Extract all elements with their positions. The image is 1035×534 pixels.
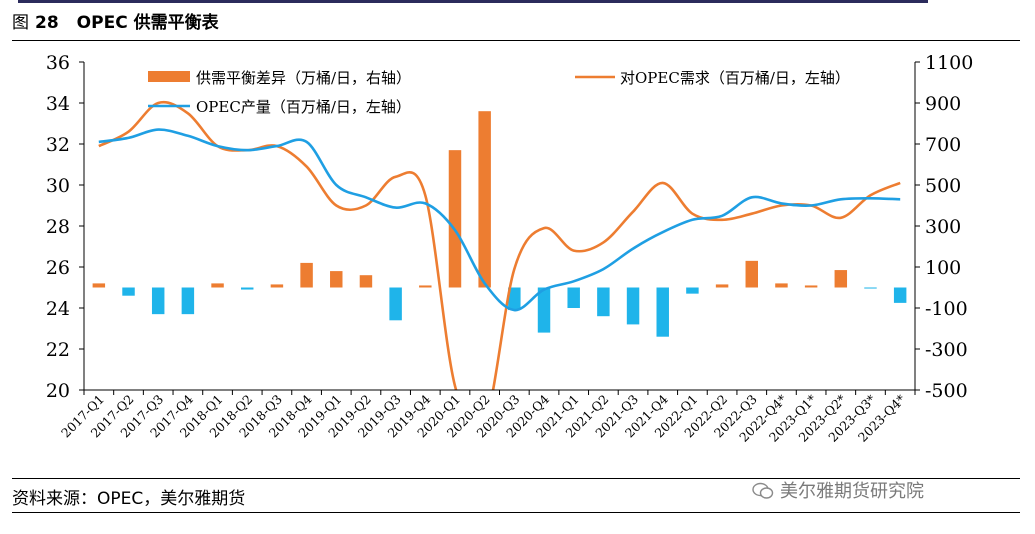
top-rule xyxy=(18,0,928,3)
chart: 36 34 32 30 28 26 24 22 20 1100 900 700 500 300 100 -10… xyxy=(46,52,974,445)
title-rule xyxy=(12,40,1020,41)
bar-2021-Q3 xyxy=(626,287,640,325)
bar-2020-Q1 xyxy=(448,150,462,288)
bar-2022-Q1 xyxy=(686,287,699,294)
bar-2018-Q3 xyxy=(270,284,284,288)
bar-2021-Q4 xyxy=(656,287,669,337)
left-tick-label: 26 xyxy=(46,257,70,279)
legend: 供需平衡差异（万桶/日，右轴） 对OPEC需求（百万桶/日，左轴） OPEC产量（百… xyxy=(148,69,850,116)
left-tick-label: 34 xyxy=(46,93,70,115)
figure-label: 图 xyxy=(12,13,29,33)
bar-2019-Q2 xyxy=(359,275,373,288)
watermark: 美尔雅期货研究院 xyxy=(752,477,924,503)
right-tick-label: -500 xyxy=(925,380,968,402)
right-tick-label: 500 xyxy=(925,175,961,197)
legend-label-bar: 供需平衡差异（万桶/日，右轴） xyxy=(196,69,411,87)
bar-2022-Q4* xyxy=(775,283,788,288)
bar-2022-Q2 xyxy=(715,284,729,288)
bar-2022-Q3 xyxy=(745,260,759,288)
bar-2023-Q4* xyxy=(893,287,907,303)
bar-2020-Q4 xyxy=(537,287,551,333)
bar-2020-Q3 xyxy=(508,287,521,311)
bar-series xyxy=(92,111,907,337)
bar-2023-Q2* xyxy=(834,270,848,288)
left-tick-label: 24 xyxy=(46,298,70,320)
right-tick-label: -100 xyxy=(925,298,968,320)
right-tick-label: 900 xyxy=(925,93,961,115)
bar-2017-Q3 xyxy=(151,287,165,315)
production-line xyxy=(98,128,901,312)
left-tick-label: 32 xyxy=(46,134,70,156)
legend-label-production: OPEC产量（百万桶/日，左轴） xyxy=(196,98,411,116)
source-note: 资料来源：OPEC，美尔雅期货 xyxy=(12,489,246,509)
figure-title: 图 28 OPEC 供需平衡表 xyxy=(12,8,219,33)
bar-2020-Q2 xyxy=(478,111,491,288)
bar-2023-Q3* xyxy=(864,287,877,289)
watermark-text: 美尔雅期货研究院 xyxy=(780,481,924,502)
bar-2017-Q2 xyxy=(122,287,135,296)
left-tick-label: 28 xyxy=(46,216,70,238)
right-tick-label: -300 xyxy=(925,339,968,361)
left-tick-label: 20 xyxy=(46,380,70,402)
legend-swatch-bar xyxy=(148,71,190,82)
legend-label-demand: 对OPEC需求（百万桶/日，左轴） xyxy=(620,69,850,87)
bar-2021-Q2 xyxy=(597,287,610,317)
bar-2019-Q1 xyxy=(330,271,343,288)
bar-2018-Q4 xyxy=(300,262,313,288)
right-tick-label: 300 xyxy=(925,216,961,238)
bar-2019-Q4 xyxy=(419,285,432,288)
left-tick-label: 22 xyxy=(46,339,70,361)
chart-title: OPEC 供需平衡表 xyxy=(76,13,219,33)
wechat-icon xyxy=(752,482,774,499)
right-tick-label: 700 xyxy=(925,134,961,156)
demand-line xyxy=(98,100,901,390)
left-tick-label: 36 xyxy=(46,52,70,74)
bar-2018-Q1 xyxy=(211,283,224,288)
bar-2021-Q1 xyxy=(567,287,580,308)
bottom-rule xyxy=(12,512,1020,513)
bar-2023-Q1* xyxy=(804,285,818,288)
figure-number: 28 xyxy=(35,13,59,33)
line-series xyxy=(98,100,901,390)
bar-2017-Q4 xyxy=(181,287,195,315)
source-rule xyxy=(12,478,1020,479)
right-tick-label: 1100 xyxy=(925,52,973,74)
bar-2019-Q3 xyxy=(389,287,402,321)
bar-2017-Q1 xyxy=(92,283,106,288)
left-tick-label: 30 xyxy=(46,175,70,197)
right-tick-label: 100 xyxy=(925,257,961,279)
bar-2018-Q2 xyxy=(240,287,254,290)
